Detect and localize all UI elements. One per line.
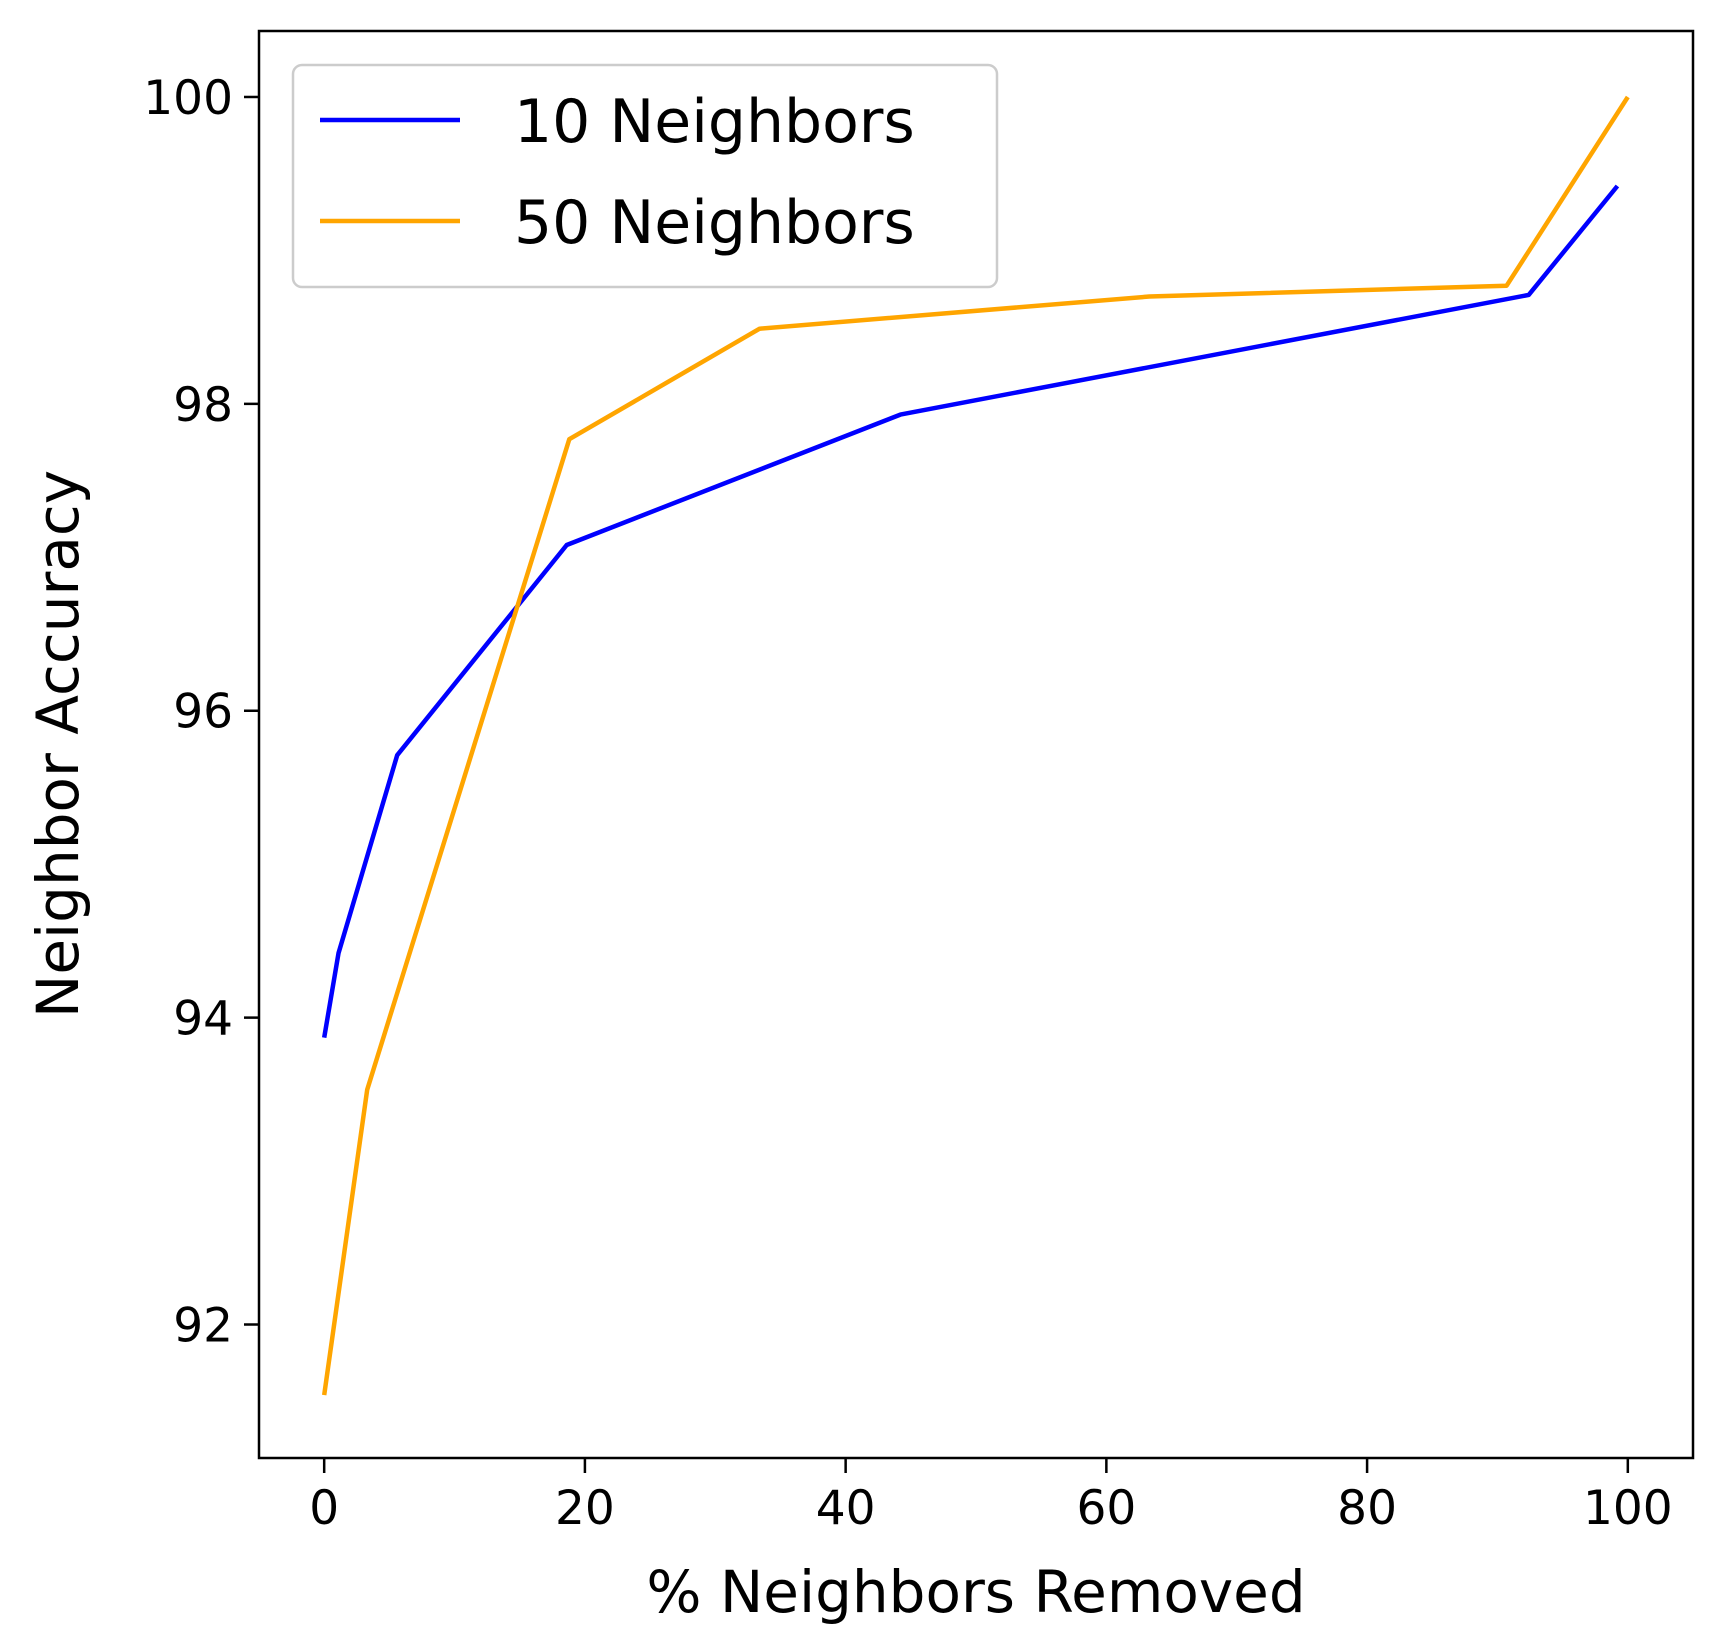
y-tick-label: 98: [173, 378, 233, 433]
x-axis-title: % Neighbors Removed: [646, 1558, 1305, 1626]
legend-box: [291, 63, 999, 289]
y-tick-label: 96: [173, 685, 233, 740]
legend-label-10-neighbors: 10 Neighbors: [514, 87, 915, 157]
x-tick-label: 60: [1076, 1481, 1136, 1536]
y-tick-label: 94: [173, 992, 233, 1047]
series-line-10-neighbors: [321, 184, 1620, 1038]
x-tick-label: 100: [1583, 1481, 1673, 1536]
legend: 10 Neighbors 50 Neighbors: [291, 63, 999, 289]
legend-label-50-neighbors: 50 Neighbors: [514, 188, 915, 258]
series-line-50-neighbors: [321, 95, 1630, 1396]
x-tick-label: 40: [816, 1481, 876, 1536]
x-tick-label: 20: [555, 1481, 615, 1536]
x-tick-label: 0: [309, 1481, 339, 1536]
y-axis-title: Neighbor Accuracy: [24, 470, 92, 1018]
y-axis-ticks: 92 94 96 98 100: [143, 71, 259, 1354]
series-layer: [321, 95, 1630, 1396]
x-axis-ticks: 0 20 40 60 80 100: [309, 1458, 1673, 1536]
y-tick-label: 100: [143, 71, 233, 126]
plot-frame: [257, 29, 1695, 1460]
x-tick-label: 80: [1337, 1481, 1397, 1536]
y-tick-label: 92: [173, 1299, 233, 1354]
